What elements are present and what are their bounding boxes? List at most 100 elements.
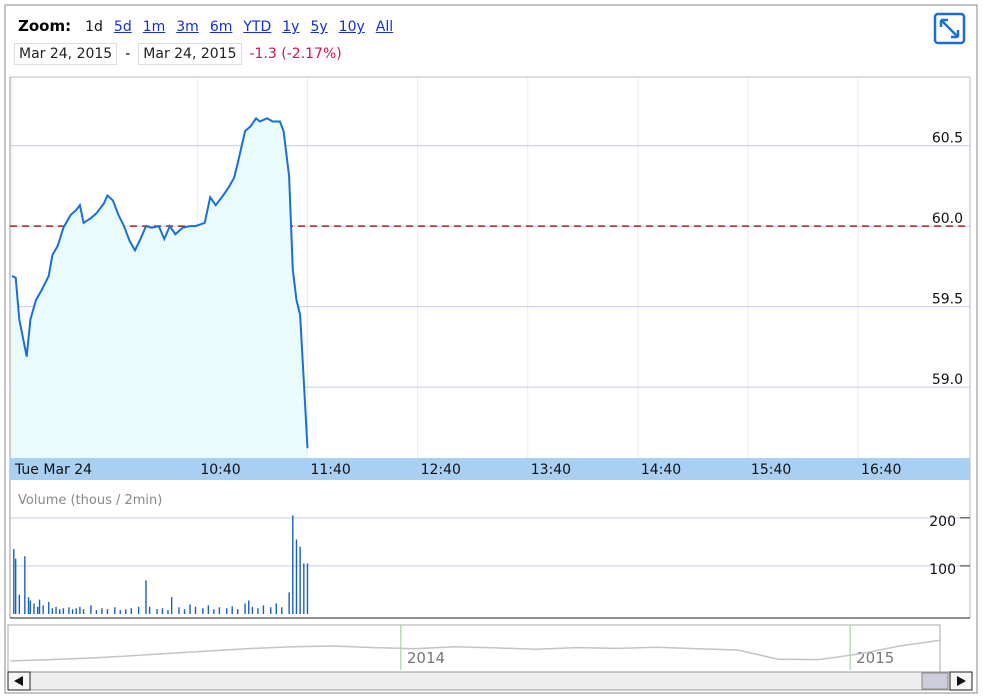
volume-bar xyxy=(303,563,305,614)
zoom-bar: Zoom: 1d 5d 1m 3m 6m YTD 1y 5y 10y All xyxy=(18,17,393,35)
y-tick-label: 59.5 xyxy=(932,292,963,308)
volume-bar xyxy=(194,606,197,614)
volume-bar xyxy=(106,609,109,614)
overview-line xyxy=(9,639,941,662)
volume-bar xyxy=(51,608,54,614)
zoom-option[interactable]: 1y xyxy=(282,19,300,35)
volume-bar xyxy=(119,610,121,614)
volume-bar xyxy=(95,610,98,614)
scroll-thumb[interactable] xyxy=(921,672,949,690)
price-change: -1.3 (-2.17%) xyxy=(249,46,342,62)
time-axis-band xyxy=(10,458,970,480)
zoom-option[interactable]: 3m xyxy=(176,19,199,35)
zoom-option[interactable]: 1m xyxy=(142,19,166,35)
zoom-option[interactable]: All xyxy=(375,19,394,35)
zoom-option[interactable]: 10y xyxy=(338,19,365,35)
volume-bar xyxy=(292,515,294,614)
volume-bar xyxy=(183,609,186,614)
zoom-option: 1d xyxy=(85,19,103,35)
y-tick-label: 59.0 xyxy=(932,372,963,388)
x-tick-label: 14:40 xyxy=(641,462,681,478)
volume-bar xyxy=(248,600,250,614)
zoom-option[interactable]: 5d xyxy=(113,19,132,35)
volume-bar xyxy=(82,609,85,614)
volume-bar xyxy=(161,608,164,614)
volume-bar xyxy=(27,597,30,614)
zoom-option[interactable]: 6m xyxy=(209,19,233,35)
volume-bar xyxy=(42,605,44,614)
volume-bar xyxy=(170,597,173,614)
x-tick-label: Tue Mar 24 xyxy=(14,462,92,478)
x-tick-label: 13:40 xyxy=(531,462,571,478)
x-tick-label: 16:40 xyxy=(861,462,901,478)
panel-title: Volume (thous / 2min) xyxy=(18,493,162,508)
volume-bar xyxy=(207,605,210,614)
date-separator: - xyxy=(125,46,131,62)
volume-bar xyxy=(295,539,298,614)
volume-bar xyxy=(262,605,265,614)
y-tick-label: 100 xyxy=(929,562,956,578)
y-tick-label: 60.5 xyxy=(932,131,963,147)
x-tick-label: 15:40 xyxy=(751,462,791,478)
volume-bar xyxy=(13,549,15,614)
volume-bar xyxy=(270,607,272,614)
volume-bar xyxy=(275,603,277,614)
volume-bar xyxy=(251,606,254,614)
x-tick-label: 12:40 xyxy=(421,462,461,478)
volume-bar xyxy=(125,609,127,614)
zoom-option[interactable]: 5y xyxy=(310,19,328,35)
volume-bar xyxy=(36,606,39,614)
volume-bar xyxy=(68,607,70,614)
volume-bar xyxy=(48,601,50,614)
volume-bar xyxy=(178,607,180,614)
volume-bar xyxy=(33,603,35,614)
volume-bar xyxy=(306,563,309,614)
scrollbar[interactable] xyxy=(7,671,973,691)
volume-bar xyxy=(281,607,283,614)
volume-bar xyxy=(79,606,81,614)
volume-bar xyxy=(24,556,26,614)
volume-bar xyxy=(218,607,221,614)
volume-bar xyxy=(156,609,158,614)
volume-bar xyxy=(237,609,239,614)
price-line xyxy=(11,116,309,449)
volume-bar xyxy=(29,600,32,614)
y-tick-label: 200 xyxy=(929,514,956,530)
volume-bar xyxy=(202,608,204,614)
volume-bar xyxy=(71,609,74,614)
expand-button[interactable] xyxy=(933,12,966,45)
end-date[interactable]: Mar 24, 2015 xyxy=(138,43,242,65)
volume-bar xyxy=(145,580,147,614)
zoom-option[interactable]: YTD xyxy=(243,19,272,35)
start-date[interactable]: Mar 24, 2015 xyxy=(14,43,118,65)
volume-bar xyxy=(114,607,116,614)
volume-bar xyxy=(130,608,132,614)
arrow-right xyxy=(957,676,966,686)
arrow-left xyxy=(14,676,23,686)
volume-bar xyxy=(75,608,77,614)
x-tick-label: 11:40 xyxy=(310,462,350,478)
zoom-label: Zoom: xyxy=(18,17,72,35)
volume-bar xyxy=(244,603,246,614)
volume-bar xyxy=(59,609,61,614)
volume-bar xyxy=(101,608,103,614)
volume-bar xyxy=(55,606,57,614)
volume-bar xyxy=(189,604,191,614)
volume-bar xyxy=(137,606,140,614)
volume-bar xyxy=(90,605,92,614)
volume-bar xyxy=(18,594,21,614)
volume-bar xyxy=(38,599,41,614)
price-area xyxy=(12,118,308,459)
volume-bar xyxy=(226,608,228,614)
y-tick-label: 60.0 xyxy=(932,211,963,227)
x-tick-label: 10:40 xyxy=(200,462,240,478)
volume-bar xyxy=(257,608,259,614)
volume-bar xyxy=(167,610,169,614)
volume-bar xyxy=(213,609,215,614)
navigator[interactable] xyxy=(7,624,941,673)
volume-bar xyxy=(14,558,17,614)
volume-bar xyxy=(299,546,301,614)
volume-bar xyxy=(62,608,65,614)
